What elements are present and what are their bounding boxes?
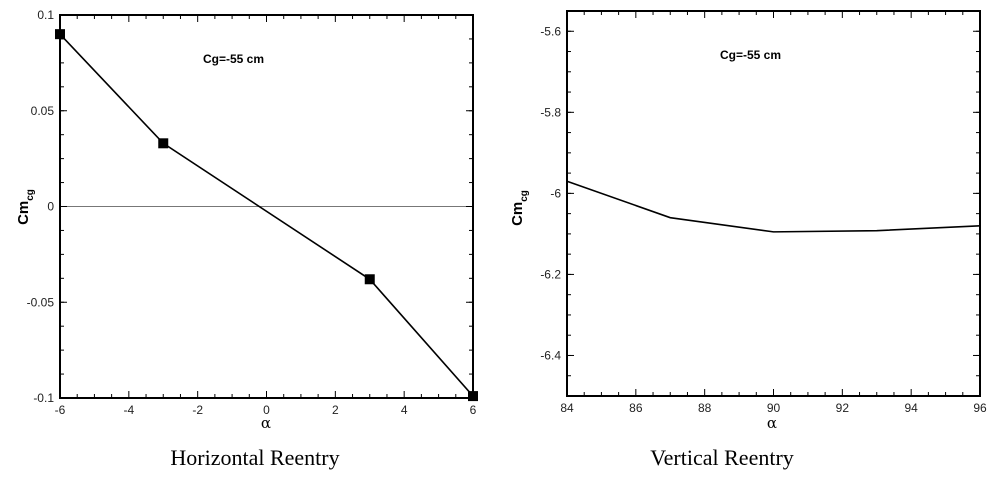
x-tick-label: 96 (973, 401, 987, 415)
x-tick-label: 84 (560, 401, 574, 415)
chart-vertical-annotation: Cg=-55 cm (720, 48, 781, 62)
x-tick-label: 0 (263, 403, 270, 417)
y-tick-label: -6.4 (540, 348, 561, 362)
x-tick-label: 94 (904, 401, 918, 415)
chart-horizontal-y-axis-label: Cmcg (15, 189, 36, 225)
x-tick-label: -6 (55, 403, 66, 417)
series-line (566, 180, 981, 233)
data-point-marker (158, 138, 169, 149)
svg-text:Cmcg: Cmcg (509, 190, 530, 226)
y-tick-label: -0.1 (33, 391, 54, 405)
y-tick-label: -6.2 (540, 267, 561, 281)
chart-horizontal-ylabel-sub: cg (25, 189, 36, 201)
series-line (59, 33, 474, 397)
chart-horizontal-reentry: -6 -4 -2 0 2 4 6 -0.1 -0.05 0 0.05 0.1 Cg=-55 cm Cm… (15, 8, 478, 470)
chart-horizontal-plot-frame (59, 14, 474, 399)
y-tick-label: -6 (550, 186, 561, 200)
y-tick-label: -5.6 (540, 24, 561, 38)
chart-vertical-series (566, 180, 981, 233)
chart-horizontal-ylabel-main: Cm (15, 201, 32, 225)
chart-horizontal-x-axis-label: α (261, 414, 271, 432)
chart-vertical-ylabel-main: Cm (509, 202, 526, 226)
chart-vertical-plot-frame (566, 10, 981, 397)
x-tick-label: 2 (332, 403, 339, 417)
y-tick-label: -5.8 (540, 105, 561, 119)
x-tick-label: 90 (767, 401, 781, 415)
data-point-marker (364, 274, 375, 285)
chart-vertical-reentry: 84 86 88 90 92 94 96 -5.6 -5.8 -6 -6.2 -6.4 Cg=-55 … (509, 10, 987, 470)
chart-horizontal-annotation: Cg=-55 cm (203, 52, 264, 66)
chart-vertical-ylabel-sub: cg (519, 190, 530, 202)
chart-horizontal-caption: Horizontal Reentry (170, 445, 339, 470)
chart-horizontal-ticks: -6 -4 -2 0 2 4 6 -0.1 -0.05 0 0.05 0.1 (27, 8, 477, 417)
x-tick-label: -4 (123, 403, 134, 417)
chart-horizontal-series (55, 29, 478, 402)
x-tick-label: 86 (629, 401, 643, 415)
x-tick-label: 92 (836, 401, 850, 415)
chart-vertical-ticks: 84 86 88 90 92 94 96 -5.6 -5.8 -6 -6.2 -6.4 (540, 10, 987, 415)
chart-vertical-y-axis-label: Cmcg (509, 190, 530, 226)
x-tick-label: 88 (698, 401, 712, 415)
x-tick-label: 4 (401, 403, 408, 417)
x-tick-label: 6 (470, 403, 477, 417)
chart-vertical-x-axis-label: α (767, 414, 777, 432)
y-tick-label: 0.05 (31, 104, 55, 118)
svg-text:Cmcg: Cmcg (15, 189, 36, 225)
y-tick-label: 0.1 (37, 8, 54, 22)
chart-vertical-caption: Vertical Reentry (650, 445, 794, 470)
x-tick-label: -2 (192, 403, 203, 417)
y-tick-label: -0.05 (27, 295, 55, 309)
y-tick-label: 0 (47, 200, 54, 214)
